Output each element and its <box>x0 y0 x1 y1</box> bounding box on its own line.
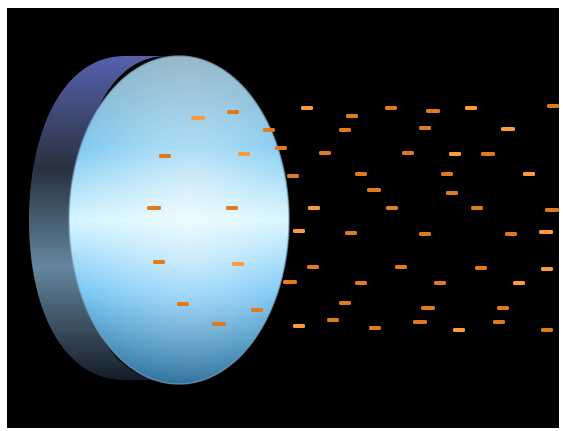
particle <box>419 126 431 130</box>
particle <box>453 328 465 332</box>
particle <box>355 281 367 285</box>
particle <box>226 206 238 210</box>
particle <box>308 206 320 210</box>
particle <box>275 146 287 150</box>
orange-particles <box>147 104 559 332</box>
lens-rim <box>29 56 167 380</box>
particle <box>497 306 509 310</box>
particle <box>355 172 367 176</box>
particle <box>251 308 263 312</box>
particle <box>501 127 515 131</box>
particle <box>547 104 559 108</box>
particle <box>346 114 358 118</box>
particle <box>541 328 553 332</box>
particle <box>523 172 535 176</box>
particle <box>177 302 189 306</box>
particle <box>238 152 250 156</box>
particle <box>307 265 319 269</box>
particle <box>287 174 299 178</box>
particle <box>421 306 435 310</box>
particle <box>153 260 165 264</box>
lens-scene <box>7 8 559 428</box>
particle <box>419 232 431 236</box>
particle <box>449 152 461 156</box>
particle <box>475 266 487 270</box>
particle <box>545 208 559 212</box>
particle <box>369 326 381 330</box>
particle <box>541 267 553 271</box>
particle <box>481 152 495 156</box>
particle <box>426 109 440 113</box>
particle <box>465 106 477 110</box>
particle <box>327 318 339 322</box>
particle <box>293 229 305 233</box>
particle <box>212 322 226 326</box>
particle <box>339 128 351 132</box>
particle <box>446 191 458 195</box>
particle <box>301 106 313 110</box>
particle <box>293 324 305 328</box>
particle <box>159 154 171 158</box>
particle <box>367 188 381 192</box>
particle <box>263 128 275 132</box>
particle <box>413 320 427 324</box>
particle <box>386 206 398 210</box>
particle <box>395 265 407 269</box>
particle <box>434 281 446 285</box>
particle <box>191 116 205 120</box>
particle <box>232 262 244 266</box>
particle <box>319 151 331 155</box>
particle <box>539 230 553 234</box>
particle <box>147 206 161 210</box>
particle <box>339 301 351 305</box>
particle <box>493 320 505 324</box>
particle <box>402 151 414 155</box>
lens-illustration <box>29 55 559 385</box>
particle <box>345 231 357 235</box>
particle <box>505 232 517 236</box>
particle <box>283 280 297 284</box>
particle <box>385 106 397 110</box>
particle <box>227 110 239 114</box>
particle <box>513 281 525 285</box>
particle <box>441 172 453 176</box>
particle <box>471 206 483 210</box>
